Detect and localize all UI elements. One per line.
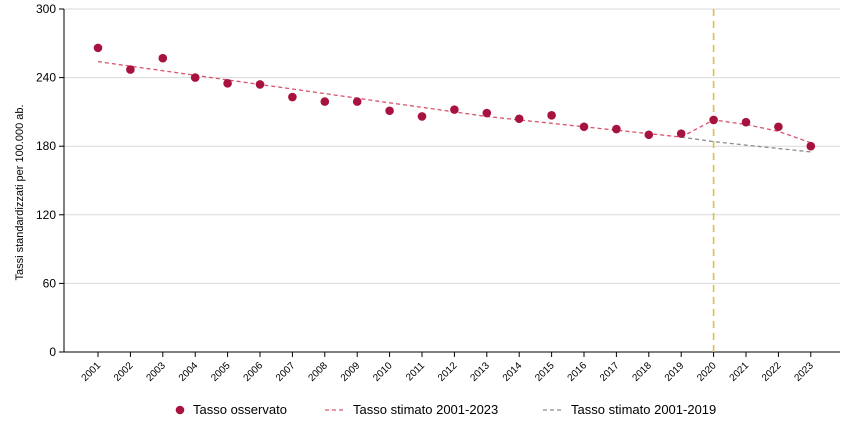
y-ticks: 0 60 120 180 240 300 — [36, 2, 64, 359]
data-point — [774, 122, 783, 132]
data-point — [93, 43, 103, 53]
legend-label: Tasso stimato 2001-2019 — [571, 402, 716, 417]
x-tick-label: 2009 — [339, 360, 363, 384]
legend-label: Tasso stimato 2001-2023 — [353, 402, 498, 417]
legend-label: Tasso osservato — [193, 402, 287, 417]
series-line-2 — [681, 136, 811, 153]
data-point — [676, 129, 686, 138]
y-tick-label: 0 — [49, 345, 56, 359]
x-tick-label: 2017 — [598, 360, 622, 384]
x-ticks: 2001 2002 2003 2004 2005 2006 2007 2008 2009 2010… — [80, 352, 816, 384]
x-tick-label: 2002 — [112, 360, 136, 384]
y-tick-label: 60 — [43, 276, 57, 290]
x-tick-label: 2018 — [630, 360, 654, 384]
x-tick-label: 2004 — [177, 360, 201, 384]
x-tick-label: 2006 — [242, 360, 266, 384]
data-point — [514, 114, 524, 124]
data-point — [190, 73, 200, 82]
x-tick-label: 2021 — [728, 360, 752, 384]
x-tick-label: 2019 — [663, 360, 687, 384]
data-point — [385, 106, 394, 116]
data-point — [547, 111, 556, 120]
series-line-1 — [97, 60, 812, 144]
x-tick-label: 2012 — [436, 360, 460, 384]
data-point — [158, 53, 168, 63]
x-tick-label: 2010 — [371, 360, 395, 384]
x-tick-label: 2016 — [566, 360, 590, 384]
data-point — [806, 141, 816, 151]
data-point — [612, 124, 621, 134]
gridlines — [64, 8, 840, 284]
y-tick-label: 120 — [36, 208, 56, 222]
y-axis-title: Tassi standardizzati per 100.000 ab. — [14, 104, 26, 280]
data-point — [255, 80, 265, 89]
y-tick-label: 300 — [36, 2, 56, 16]
y-tick-label: 180 — [36, 139, 56, 153]
data-point — [352, 97, 362, 106]
x-tick-label: 2003 — [144, 360, 168, 384]
x-tick-label: 2022 — [760, 360, 784, 384]
data-point — [644, 130, 654, 140]
x-tick-label: 2015 — [533, 360, 557, 384]
data-point — [709, 115, 718, 125]
axes — [63, 9, 840, 353]
data-point — [288, 92, 297, 102]
data-point — [417, 112, 427, 121]
x-tick-label: 2013 — [468, 360, 492, 384]
x-tick-label: 2001 — [80, 360, 104, 384]
data-point — [741, 117, 751, 127]
x-tick-label: 2007 — [274, 360, 298, 384]
legend-marker — [175, 405, 185, 415]
y-tick-label: 240 — [36, 71, 56, 85]
x-tick-label: 2008 — [306, 360, 330, 384]
x-tick-label: 2023 — [792, 360, 816, 384]
data-point — [450, 105, 459, 114]
x-tick-label: 2005 — [209, 360, 233, 384]
x-tick-label: 2020 — [695, 360, 719, 384]
data-point — [223, 79, 232, 88]
data-point — [482, 108, 492, 118]
data-point — [320, 97, 330, 106]
legend: Tasso osservato Tasso stimato 2001-2023 Ta… — [175, 402, 716, 417]
x-tick-label: 2014 — [501, 360, 525, 384]
data-point — [126, 65, 135, 74]
x-tick-label: 2011 — [404, 360, 427, 383]
series-points — [93, 43, 816, 151]
data-point — [579, 122, 589, 132]
